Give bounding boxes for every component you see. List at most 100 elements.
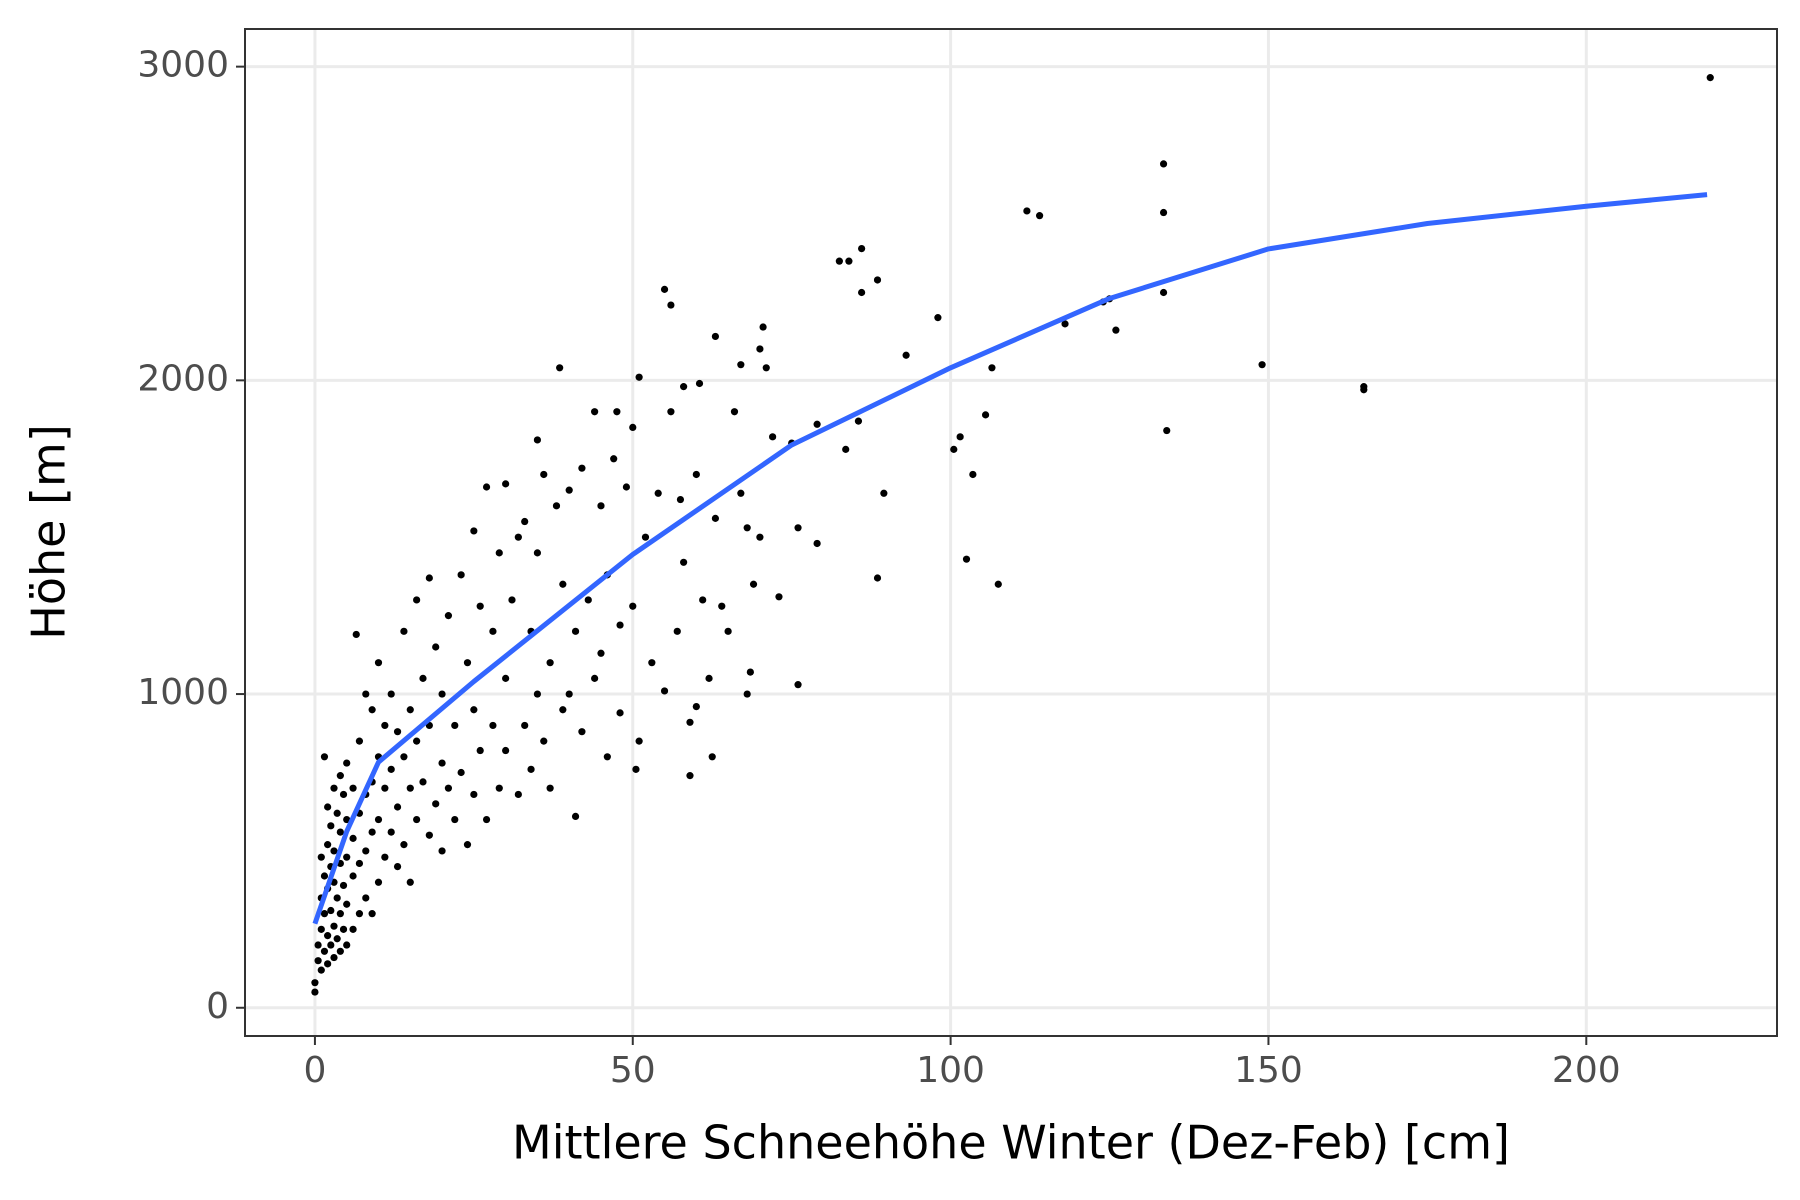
- point: [324, 841, 332, 849]
- point: [311, 988, 319, 996]
- point: [343, 853, 351, 861]
- point: [591, 408, 599, 416]
- point: [559, 580, 567, 588]
- point: [374, 815, 383, 824]
- point: [400, 841, 408, 849]
- point: [317, 925, 325, 933]
- point: [527, 765, 535, 773]
- point: [514, 533, 522, 541]
- point: [320, 753, 329, 761]
- point: [502, 480, 510, 488]
- point: [956, 433, 964, 441]
- point: [432, 800, 440, 808]
- x-tick-label: 150: [1234, 1050, 1303, 1091]
- point: [368, 828, 376, 836]
- point: [438, 690, 446, 698]
- point: [756, 345, 764, 353]
- point: [730, 408, 739, 416]
- point: [540, 737, 548, 745]
- point: [339, 925, 348, 933]
- point: [343, 815, 351, 824]
- point: [835, 257, 843, 265]
- point: [1706, 74, 1714, 82]
- point: [616, 621, 624, 629]
- point: [1159, 288, 1168, 297]
- point: [981, 411, 990, 419]
- point: [463, 659, 472, 667]
- point: [336, 910, 344, 918]
- point: [374, 878, 383, 886]
- point: [457, 768, 465, 777]
- point: [381, 784, 389, 792]
- point: [660, 687, 669, 695]
- point: [571, 627, 580, 635]
- point: [1258, 361, 1266, 369]
- point: [584, 596, 592, 604]
- point: [419, 778, 427, 786]
- point: [327, 906, 335, 915]
- point: [559, 706, 567, 714]
- point: [324, 932, 332, 940]
- point: [533, 436, 542, 444]
- point: [482, 483, 491, 491]
- point: [737, 489, 745, 497]
- point: [438, 847, 446, 855]
- point: [858, 288, 866, 297]
- point: [635, 737, 643, 745]
- point: [565, 690, 573, 698]
- point: [339, 881, 348, 890]
- point: [425, 831, 433, 839]
- point: [419, 674, 427, 682]
- point: [333, 809, 341, 817]
- point: [1023, 207, 1031, 215]
- point: [1159, 160, 1168, 168]
- point: [489, 627, 497, 635]
- point: [759, 323, 767, 331]
- point: [718, 602, 726, 610]
- point: [988, 364, 996, 372]
- point: [368, 910, 376, 918]
- point: [565, 486, 573, 494]
- point: [743, 690, 751, 698]
- point: [552, 502, 561, 510]
- point: [476, 602, 484, 610]
- point: [1061, 320, 1069, 328]
- point: [641, 533, 650, 541]
- point: [333, 935, 341, 943]
- y-tick-label: 0: [206, 986, 229, 1027]
- point: [502, 746, 510, 755]
- point: [470, 527, 478, 535]
- point: [387, 690, 395, 698]
- point: [769, 433, 777, 441]
- point: [695, 379, 704, 388]
- point: [737, 361, 745, 369]
- point: [413, 815, 421, 824]
- point: [339, 790, 348, 799]
- point: [444, 612, 453, 620]
- point: [591, 674, 599, 682]
- point: [1112, 326, 1120, 334]
- point: [406, 706, 414, 714]
- panel-border: [244, 28, 1778, 1037]
- point: [413, 737, 421, 745]
- point: [686, 718, 694, 726]
- point: [854, 417, 863, 425]
- point: [470, 706, 478, 714]
- point: [368, 706, 376, 714]
- point: [749, 580, 758, 588]
- point: [327, 941, 335, 949]
- point: [343, 759, 351, 767]
- x-axis-title: Mittlere Schneehöhe Winter (Dez-Feb) [cm…: [512, 1116, 1510, 1170]
- point: [317, 853, 325, 861]
- point: [794, 524, 802, 532]
- point: [362, 847, 370, 855]
- point: [692, 703, 700, 711]
- y-tick-label: 3000: [137, 45, 229, 86]
- y-tick-label: 1000: [137, 672, 229, 713]
- point: [648, 659, 656, 667]
- point: [508, 596, 516, 604]
- point: [381, 721, 389, 730]
- point: [444, 784, 453, 792]
- point: [349, 834, 357, 842]
